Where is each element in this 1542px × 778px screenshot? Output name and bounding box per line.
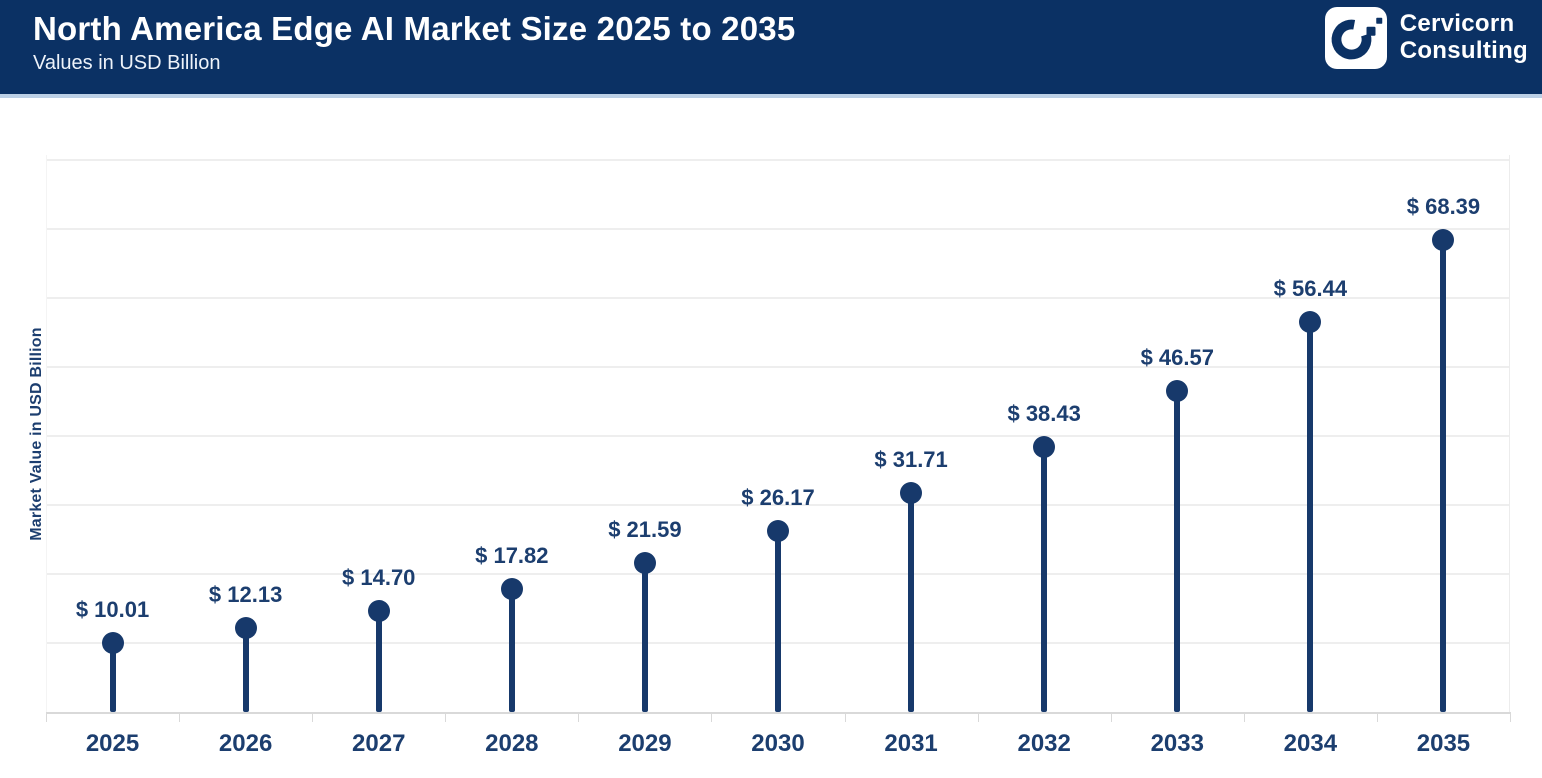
value-label: $ 46.57	[1140, 344, 1214, 370]
brand-name-line2: Consulting	[1399, 37, 1528, 64]
gridline-50	[46, 365, 1510, 368]
gridline-70	[46, 227, 1510, 230]
gridline-40	[46, 434, 1510, 437]
plot-right-border	[1509, 155, 1510, 712]
lollipop-stem	[1174, 390, 1181, 712]
lollipop-marker	[1166, 379, 1189, 402]
lollipop-marker	[767, 520, 789, 543]
x-axis-label: 2027	[352, 730, 406, 757]
lollipop-stem	[1307, 322, 1314, 712]
x-axis-label: 2033	[1150, 730, 1204, 757]
x-axis-line	[46, 712, 1510, 714]
x-axis-tick	[312, 712, 314, 722]
cervicorn-logo-icon	[1324, 7, 1387, 69]
lollipop-stem	[375, 610, 382, 712]
value-label: $ 17.82	[475, 543, 549, 568]
x-axis-tick	[711, 712, 713, 722]
x-axis-tick	[445, 712, 447, 722]
x-axis-label: 2028	[485, 730, 539, 757]
x-axis-label: 2034	[1283, 730, 1338, 757]
lollipop-marker	[500, 578, 523, 600]
x-axis-label: 2032	[1017, 730, 1071, 757]
x-axis-tick	[1376, 712, 1378, 722]
value-label: $ 56.44	[1273, 276, 1348, 302]
x-axis-label: 2035	[1416, 730, 1471, 757]
lollipop-marker	[900, 482, 923, 505]
value-label: $ 31.71	[874, 447, 948, 473]
lollipop-marker	[633, 551, 656, 574]
value-label: $ 10.01	[75, 596, 150, 622]
chart-subtitle: Values in USD Billion	[33, 51, 221, 74]
lollipop-stem	[1041, 446, 1048, 712]
lollipop-stem	[908, 493, 915, 712]
x-axis-tick	[1243, 712, 1245, 722]
x-axis-label: 2025	[85, 730, 140, 757]
lollipop-marker	[234, 617, 257, 640]
x-axis-label: 2029	[618, 730, 672, 757]
x-axis-label: 2030	[751, 730, 805, 757]
value-label: $ 26.17	[741, 485, 815, 511]
value-label: $ 12.13	[208, 582, 283, 608]
x-axis-tick	[578, 712, 580, 722]
lollipop-stem	[242, 628, 249, 712]
value-label: $ 68.39	[1406, 193, 1481, 219]
lollipop-marker	[101, 631, 124, 654]
gridline-80	[46, 158, 1510, 161]
lollipop-marker	[1299, 311, 1322, 334]
x-axis-tick	[1110, 712, 1112, 722]
chart-title: North America Edge AI Market Size 2025 t…	[33, 10, 796, 47]
x-axis-tick	[46, 712, 47, 722]
lollipop-stem	[641, 562, 648, 712]
x-axis-tick	[977, 712, 979, 722]
header: North America Edge AI Market Size 2025 t…	[0, 0, 1542, 98]
lollipop-stem	[109, 642, 116, 712]
brand-name-line1: Cervicorn	[1399, 10, 1515, 38]
lollipop-marker	[1432, 228, 1455, 251]
header-text-block: North America Edge AI Market Size 2025 t…	[0, 0, 795, 75]
lollipop-stem	[1440, 239, 1447, 712]
x-axis-tick	[179, 712, 181, 722]
plot-left-border	[46, 155, 47, 712]
gridline-60	[46, 296, 1510, 299]
value-label: $ 14.70	[342, 564, 416, 590]
brand-name: Cervicorn Consulting	[1399, 10, 1528, 65]
lollipop-marker	[367, 599, 390, 622]
value-label: $ 38.43	[1007, 400, 1081, 426]
x-axis-label: 2031	[884, 730, 938, 757]
gridline-30	[46, 503, 1510, 506]
lollipop-stem	[775, 531, 781, 712]
value-label: $ 21.59	[608, 516, 682, 542]
lollipop-stem	[508, 589, 515, 712]
lollipop-marker	[1033, 435, 1056, 458]
x-axis-label: 2026	[218, 730, 273, 757]
x-axis-tick	[844, 712, 846, 722]
x-axis-tick	[1510, 712, 1511, 722]
brand-block: Cervicorn Consulting	[1324, 0, 1542, 69]
